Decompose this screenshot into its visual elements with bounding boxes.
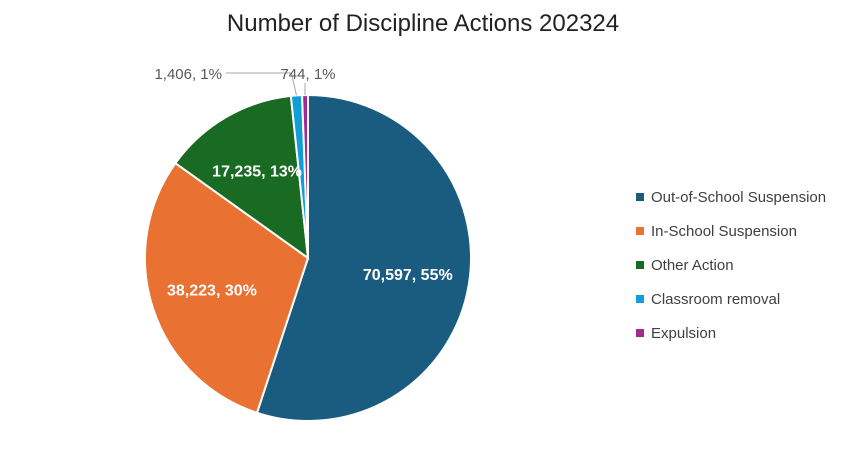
- legend-label: In-School Suspension: [651, 222, 797, 240]
- legend-item: Classroom removal: [636, 282, 826, 316]
- data-label: 744, 1%: [280, 66, 335, 83]
- legend-swatch: [636, 295, 644, 303]
- legend-label: Other Action: [651, 256, 734, 274]
- data-label: 38,223, 30%: [167, 282, 257, 299]
- legend-swatch: [636, 193, 644, 201]
- legend-label: Expulsion: [651, 324, 717, 342]
- legend-item: Out-of-School Suspension: [636, 180, 826, 214]
- legend-swatch: [636, 261, 644, 269]
- legend-item: Expulsion: [636, 316, 826, 350]
- legend-item: Other Action: [636, 248, 826, 282]
- legend-swatch: [636, 329, 644, 337]
- pie-slice: [144, 161, 310, 415]
- leader-line: [226, 72, 297, 96]
- legend-label: Classroom removal: [651, 290, 781, 308]
- legend-swatch: [636, 227, 644, 235]
- data-label: 17,235, 13%: [212, 164, 302, 181]
- data-label: 70,597, 55%: [363, 267, 453, 284]
- data-label: 1,406, 1%: [154, 66, 222, 83]
- legend-item: In-School Suspension: [636, 214, 826, 248]
- legend-label: Out-of-School Suspension: [651, 188, 827, 206]
- pie-slice: [255, 93, 472, 422]
- chart-title: Number of Discipline Actions 202324: [226, 10, 620, 37]
- pie-slice: [174, 94, 310, 261]
- legend: Out-of-School Suspension In-School Suspe…: [636, 180, 826, 350]
